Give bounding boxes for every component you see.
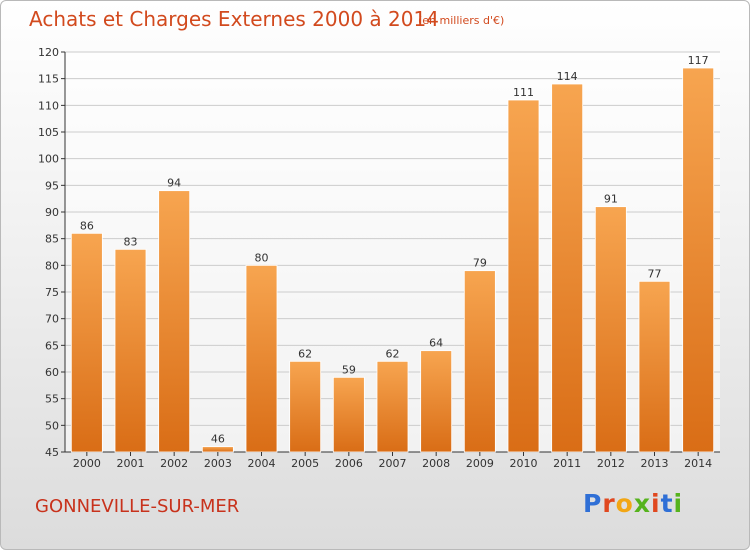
bar-value-label: 62: [298, 347, 312, 360]
y-tick-label: 90: [45, 206, 59, 219]
bar-2012: [594, 206, 627, 453]
y-tick-label: 110: [38, 99, 59, 112]
y-tick-label: 95: [45, 179, 59, 192]
chart-title: Achats et Charges Externes 2000 à 2014: [29, 7, 439, 31]
chart-subtitle: (en milliers d'€): [418, 14, 505, 27]
bar-value-label: 111: [513, 86, 534, 99]
bar-value-label: 46: [211, 433, 225, 446]
bar-2004: [245, 264, 278, 453]
y-tick-label: 75: [45, 286, 59, 299]
x-tick-label: 2013: [641, 457, 669, 470]
y-tick-label: 120: [38, 46, 59, 59]
bar-2002: [158, 190, 191, 453]
bar-value-label: 77: [648, 267, 662, 280]
x-tick-label: 2003: [204, 457, 232, 470]
bar-2011: [551, 83, 584, 453]
x-tick-label: 2006: [335, 457, 363, 470]
bar-2003: [201, 446, 234, 453]
bar-value-label: 91: [604, 193, 618, 206]
bar-2010: [507, 99, 540, 453]
commune-name: GONNEVILLE-SUR-MER: [35, 496, 240, 517]
bar-2005: [289, 360, 322, 453]
bar-value-label: 117: [688, 54, 709, 67]
bar-value-label: 79: [473, 257, 487, 270]
bar-2009: [463, 270, 496, 453]
y-tick-label: 115: [38, 73, 59, 86]
bar-value-label: 64: [429, 337, 443, 350]
x-tick-label: 2011: [553, 457, 581, 470]
bar-2013: [638, 280, 671, 453]
y-tick-label: 80: [45, 259, 59, 272]
bar-2001: [114, 248, 147, 453]
bar-2014: [682, 67, 715, 453]
x-tick-label: 2007: [379, 457, 407, 470]
x-tick-label: 2012: [597, 457, 625, 470]
bar-value-label: 114: [557, 70, 578, 83]
x-tick-label: 2009: [466, 457, 494, 470]
y-tick-label: 45: [45, 446, 59, 459]
x-tick-label: 2008: [422, 457, 450, 470]
x-tick-label: 2000: [73, 457, 101, 470]
x-tick-label: 2005: [291, 457, 319, 470]
proxiti-logo: Proxiti: [583, 489, 684, 518]
y-tick-label: 100: [38, 153, 59, 166]
bar-2000: [70, 232, 103, 453]
y-tick-label: 50: [45, 419, 59, 432]
y-tick-label: 85: [45, 233, 59, 246]
x-tick-label: 2001: [117, 457, 145, 470]
x-tick-label: 2002: [160, 457, 188, 470]
x-tick-label: 2010: [510, 457, 538, 470]
x-tick-label: 2004: [248, 457, 276, 470]
x-tick-label: 2014: [684, 457, 712, 470]
bar-value-label: 83: [124, 235, 138, 248]
y-tick-label: 60: [45, 366, 59, 379]
bar-value-label: 80: [255, 251, 269, 264]
bar-value-label: 86: [80, 219, 94, 232]
bar-2007: [376, 360, 409, 453]
y-tick-label: 55: [45, 393, 59, 406]
bar-2008: [420, 350, 453, 453]
bar-value-label: 59: [342, 363, 356, 376]
y-tick-label: 65: [45, 339, 59, 352]
bar-2006: [332, 376, 365, 453]
bar-value-label: 94: [167, 177, 181, 190]
y-tick-label: 70: [45, 313, 59, 326]
y-tick-label: 105: [38, 126, 59, 139]
bar-value-label: 62: [386, 347, 400, 360]
